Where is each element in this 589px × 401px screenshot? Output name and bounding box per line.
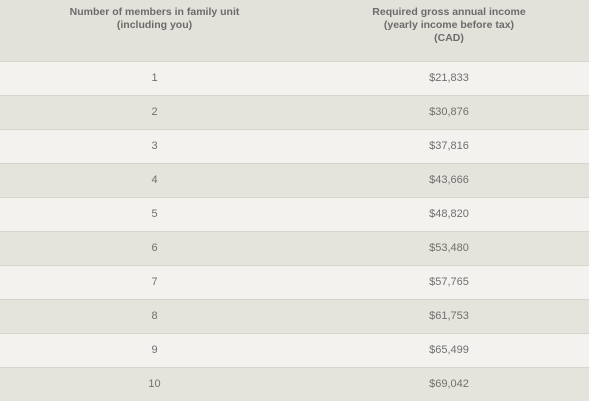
table-row: 5 $48,820	[0, 197, 589, 231]
income-cell: $69,042	[429, 378, 469, 391]
income-cell: $30,876	[429, 106, 469, 118]
table-row: 9 $65,499	[0, 333, 589, 367]
header-members-line: (including you)	[116, 19, 193, 31]
members-cell: 4	[151, 174, 158, 186]
table-header: Number of members in family unit (includ…	[0, 0, 589, 61]
table-row: 6 $53,480	[0, 231, 589, 265]
header-income-line: Required gross annual income	[372, 6, 526, 18]
table-row: 10 $69,042	[0, 367, 589, 401]
table-row: 8 $61,753	[0, 299, 589, 333]
income-cell: $37,816	[429, 140, 469, 152]
income-cell: $61,753	[429, 310, 469, 322]
members-cell: 3	[151, 140, 158, 152]
header-income-line: (CAD)	[434, 32, 464, 44]
members-cell: 9	[151, 344, 158, 356]
income-cell: $57,765	[429, 276, 469, 288]
header-income: Required gross annual income (yearly inc…	[309, 0, 589, 61]
members-cell: 6	[151, 242, 158, 254]
income-cell: $43,666	[429, 174, 469, 186]
table-row: 2 $30,876	[0, 95, 589, 129]
income-cell: $48,820	[429, 208, 469, 220]
members-cell: 2	[151, 106, 158, 118]
table-row: 4 $43,666	[0, 163, 589, 197]
table-row: 3 $37,816	[0, 129, 589, 163]
header-members-line: Number of members in family unit	[69, 6, 240, 18]
members-cell: 7	[151, 276, 158, 288]
header-row: Number of members in family unit (includ…	[0, 0, 589, 61]
income-cell: $53,480	[429, 242, 469, 254]
header-income-line: (yearly income before tax)	[383, 19, 515, 31]
members-cell: 5	[151, 208, 158, 220]
income-cell: $21,833	[429, 72, 469, 84]
table-row: 7 $57,765	[0, 265, 589, 299]
table-body: 1 $21,833 2 $30,876 3 $37,816 4 $43,666 …	[0, 61, 589, 401]
members-cell: 8	[151, 310, 158, 322]
table-row: 1 $21,833	[0, 61, 589, 95]
members-cell: 10	[148, 378, 161, 391]
header-members: Number of members in family unit (includ…	[0, 0, 309, 61]
income-cell: $65,499	[429, 344, 469, 356]
members-cell: 1	[151, 72, 158, 84]
